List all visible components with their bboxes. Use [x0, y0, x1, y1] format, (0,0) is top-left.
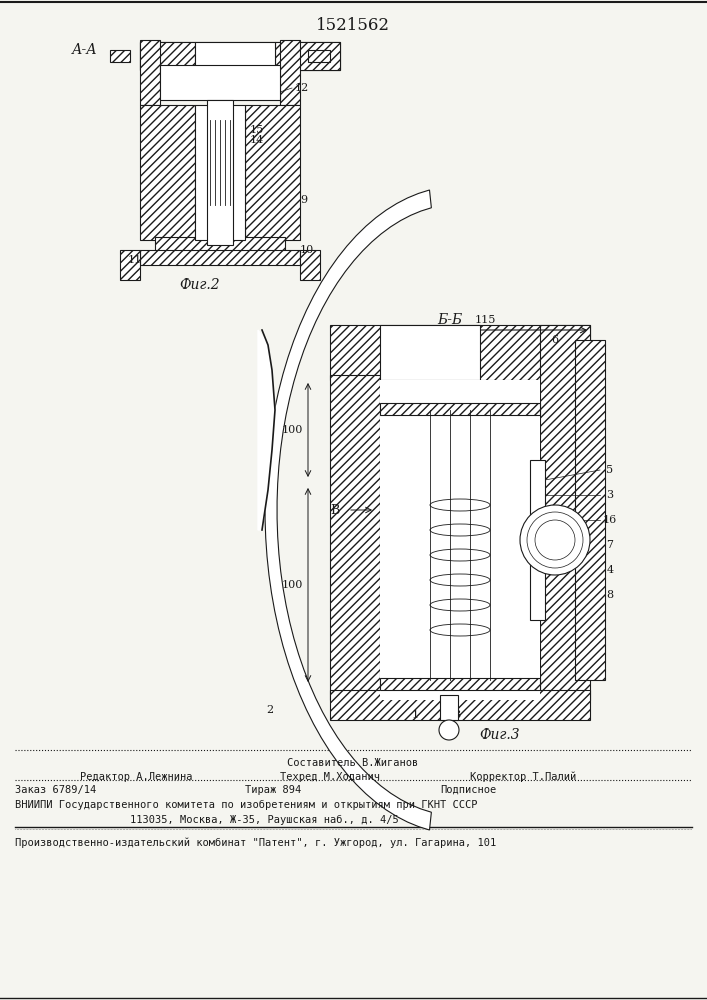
- Text: Корректор Т.Палий: Корректор Т.Палий: [470, 772, 576, 782]
- Bar: [195, 42, 275, 70]
- Text: 15: 15: [250, 125, 264, 135]
- Bar: [575, 340, 605, 680]
- Text: 14: 14: [250, 135, 264, 145]
- Text: 10: 10: [300, 245, 314, 255]
- Bar: [245, 105, 300, 240]
- Bar: [330, 690, 590, 720]
- FancyBboxPatch shape: [160, 65, 280, 100]
- Polygon shape: [258, 330, 275, 530]
- Text: Составитель В.Жиганов: Составитель В.Жиганов: [287, 758, 419, 768]
- Text: Заказ 6789/14: Заказ 6789/14: [15, 785, 96, 795]
- Ellipse shape: [430, 499, 490, 511]
- Text: 8: 8: [607, 590, 614, 600]
- Bar: [110, 50, 130, 62]
- Bar: [380, 678, 540, 690]
- Bar: [275, 42, 340, 70]
- Text: В: В: [331, 504, 340, 516]
- Text: Фиг.3: Фиг.3: [479, 728, 520, 742]
- Bar: [540, 325, 590, 700]
- Bar: [330, 375, 380, 700]
- Text: 1521562: 1521562: [316, 16, 390, 33]
- Text: Б-Б: Б-Б: [438, 313, 462, 327]
- Polygon shape: [265, 190, 431, 830]
- Text: 4: 4: [607, 565, 614, 575]
- Text: 13: 13: [448, 710, 462, 720]
- Bar: [380, 380, 540, 700]
- Text: 100: 100: [281, 425, 303, 435]
- Bar: [440, 695, 458, 720]
- Ellipse shape: [430, 524, 490, 536]
- Text: 16: 16: [603, 515, 617, 525]
- Text: 6: 6: [551, 335, 559, 345]
- Bar: [380, 403, 540, 415]
- Text: 7: 7: [607, 540, 614, 550]
- Circle shape: [520, 505, 590, 575]
- Bar: [140, 42, 195, 70]
- Ellipse shape: [430, 624, 490, 636]
- Ellipse shape: [430, 574, 490, 586]
- Text: 5: 5: [607, 465, 614, 475]
- Text: 115: 115: [474, 315, 496, 325]
- Bar: [280, 40, 300, 105]
- Text: Тираж 894: Тираж 894: [245, 785, 301, 795]
- Text: 3: 3: [607, 490, 614, 500]
- Bar: [195, 105, 245, 240]
- Bar: [530, 460, 545, 620]
- Ellipse shape: [430, 549, 490, 561]
- Circle shape: [439, 720, 459, 740]
- Bar: [140, 40, 160, 105]
- Text: Производственно-издательский комбинат "Патент", г. Ужгород, ул. Гагарина, 101: Производственно-издательский комбинат "П…: [15, 837, 496, 848]
- Bar: [330, 325, 590, 380]
- Bar: [207, 100, 233, 245]
- Bar: [120, 250, 140, 280]
- Bar: [155, 237, 285, 255]
- Text: 12: 12: [295, 83, 309, 93]
- Bar: [308, 50, 330, 62]
- Bar: [140, 42, 340, 70]
- Bar: [140, 250, 300, 265]
- Text: Редактор А.Лежнина: Редактор А.Лежнина: [80, 772, 192, 782]
- Text: 100: 100: [281, 580, 303, 590]
- Text: Подписное: Подписное: [440, 785, 496, 795]
- Bar: [380, 325, 480, 380]
- Text: 1: 1: [411, 710, 419, 720]
- Text: Фиг.2: Фиг.2: [180, 278, 221, 292]
- Text: 113035, Москва, Ж-35, Раушская наб., д. 4/5: 113035, Москва, Ж-35, Раушская наб., д. …: [130, 815, 399, 825]
- Text: 9: 9: [300, 195, 307, 205]
- Text: 11: 11: [128, 255, 142, 265]
- Text: 2: 2: [267, 705, 274, 715]
- Bar: [140, 105, 195, 240]
- Text: ВНИИПИ Государственного комитета по изобретениям и открытиям при ГКНТ СССР: ВНИИПИ Государственного комитета по изоб…: [15, 800, 477, 810]
- Text: Техред М.Ходанич: Техред М.Ходанич: [280, 772, 380, 782]
- Bar: [300, 250, 320, 280]
- Text: А-А: А-А: [72, 43, 98, 57]
- Ellipse shape: [430, 599, 490, 611]
